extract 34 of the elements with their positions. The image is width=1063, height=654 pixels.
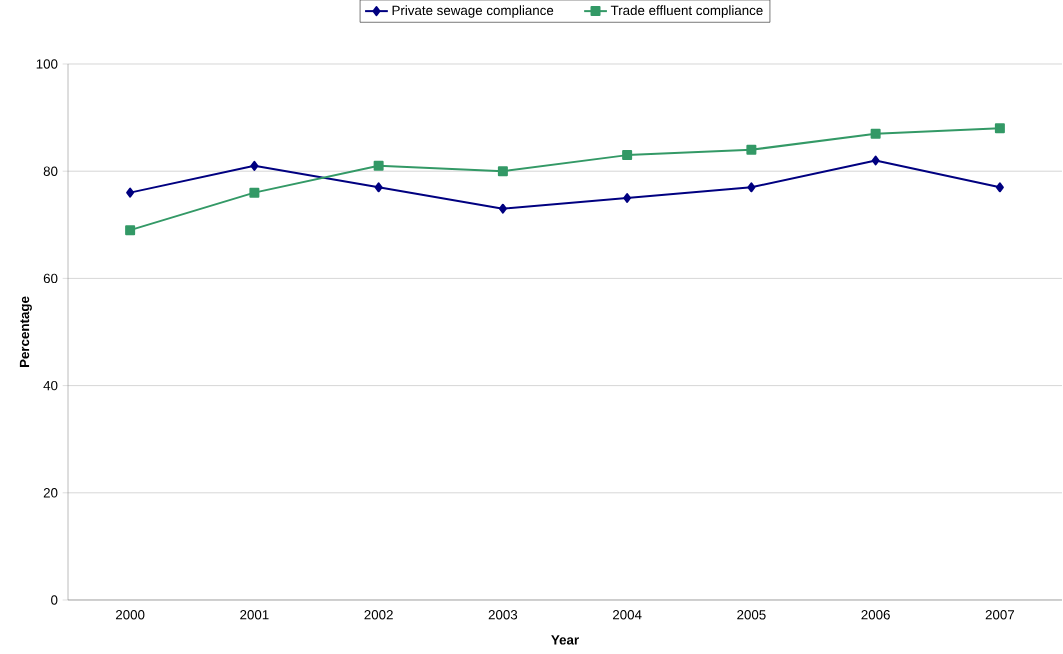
- point: [250, 160, 259, 171]
- point: [126, 187, 135, 198]
- x-tick-label: 2002: [364, 610, 393, 620]
- y-tick-label: 60: [43, 273, 58, 284]
- point: [622, 150, 633, 161]
- point: [249, 187, 260, 198]
- x-tick-label: 2001: [240, 610, 269, 620]
- x-tick-label: 2007: [985, 610, 1015, 620]
- x-tick-label: 2003: [488, 610, 518, 620]
- point: [995, 182, 1004, 193]
- point: [373, 160, 384, 171]
- x-tick-label: 2000: [115, 610, 145, 620]
- point: [870, 128, 881, 139]
- x-axis-title: Year: [551, 635, 579, 645]
- y-tick-label: 40: [43, 380, 58, 391]
- x-tick-label: 2004: [612, 610, 642, 620]
- y-tick-label: 0: [51, 595, 58, 605]
- point: [871, 155, 880, 166]
- point: [994, 123, 1005, 134]
- point: [746, 144, 757, 155]
- legend-label: Trade effluent compliance: [610, 5, 763, 18]
- point: [498, 203, 507, 214]
- point: [374, 182, 383, 193]
- x-tick-label: 2006: [861, 610, 890, 620]
- y-tick-label: 20: [43, 488, 58, 498]
- point: [497, 166, 508, 177]
- legend-label: Private sewage compliance: [392, 5, 554, 18]
- point: [623, 193, 632, 203]
- point: [125, 225, 136, 236]
- point: [747, 182, 756, 193]
- y-axis-title: Percentage: [19, 296, 32, 368]
- x-tick-label: 2005: [737, 610, 766, 620]
- y-tick-label: 80: [43, 166, 58, 176]
- y-tick-label: 100: [36, 59, 58, 69]
